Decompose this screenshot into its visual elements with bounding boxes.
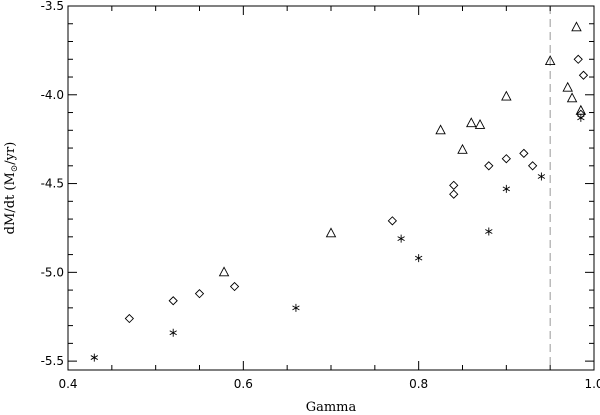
y-axis-title-sun-symbol: ⊙: [10, 165, 20, 173]
asterisk-marker: [397, 234, 405, 243]
diamond-marker: [124, 313, 135, 324]
asterisk-marker: [537, 172, 546, 181]
x-tick-label: 1.0: [584, 377, 600, 391]
diamond-marker: [449, 180, 459, 190]
triangle-marker: [562, 81, 573, 92]
diamond-marker: [229, 281, 240, 292]
triangle-marker: [474, 119, 486, 129]
triangle-marker: [571, 21, 582, 32]
triangle-marker: [544, 55, 556, 65]
y-axis-title: dM/dt (M⊙/yr): [3, 142, 20, 235]
y-tick-label: -4.5: [41, 177, 64, 191]
triangle-marker: [501, 90, 512, 101]
diamond-marker: [168, 296, 178, 306]
plot-area-frame: [67, 5, 595, 371]
axis-tick-labels: 0.4 0.6 0.8 1.0 -5.5 -5.0 -4.5 -4.0 -3.5: [41, 0, 600, 391]
diamond-marker: [573, 54, 583, 64]
data-points: [90, 21, 589, 362]
y-axis-title-main: dM/dt (M: [3, 172, 18, 234]
asterisk-marker: [485, 227, 493, 236]
asterisk-marker: [414, 254, 423, 263]
diamond-marker: [449, 189, 459, 199]
y-tick-label: -4.0: [41, 88, 64, 102]
x-tick-label: 0.8: [409, 377, 428, 391]
asterisk-marker: [90, 353, 98, 362]
y-tick-label: -5.5: [41, 354, 64, 368]
x-axis-title: Gamma: [306, 400, 357, 415]
triangle-marker: [466, 117, 477, 128]
triangle-marker: [325, 227, 337, 238]
diamond-marker: [501, 154, 511, 164]
axis-ticks: [67, 5, 595, 370]
triangle-marker: [435, 124, 446, 135]
asterisk-marker: [292, 303, 300, 312]
diamond-marker: [527, 161, 538, 171]
diamond-marker: [194, 289, 205, 299]
asterisk-marker: [502, 184, 511, 193]
x-tick-label: 0.6: [234, 377, 253, 391]
y-tick-label: -5.0: [41, 265, 64, 279]
y-axis-title-end: /yr): [3, 142, 18, 165]
triangle-marker: [457, 143, 468, 154]
diamond-marker: [484, 161, 494, 171]
asterisk-marker: [169, 328, 177, 337]
diamond-marker: [387, 216, 398, 226]
asterisk-marker: [577, 113, 585, 122]
x-tick-label: 0.4: [58, 377, 77, 391]
diamond-marker: [578, 70, 589, 80]
triangle-marker: [218, 266, 230, 277]
triangle-marker: [566, 92, 578, 103]
diamond-marker: [519, 148, 529, 159]
y-tick-label: -3.5: [41, 0, 64, 13]
